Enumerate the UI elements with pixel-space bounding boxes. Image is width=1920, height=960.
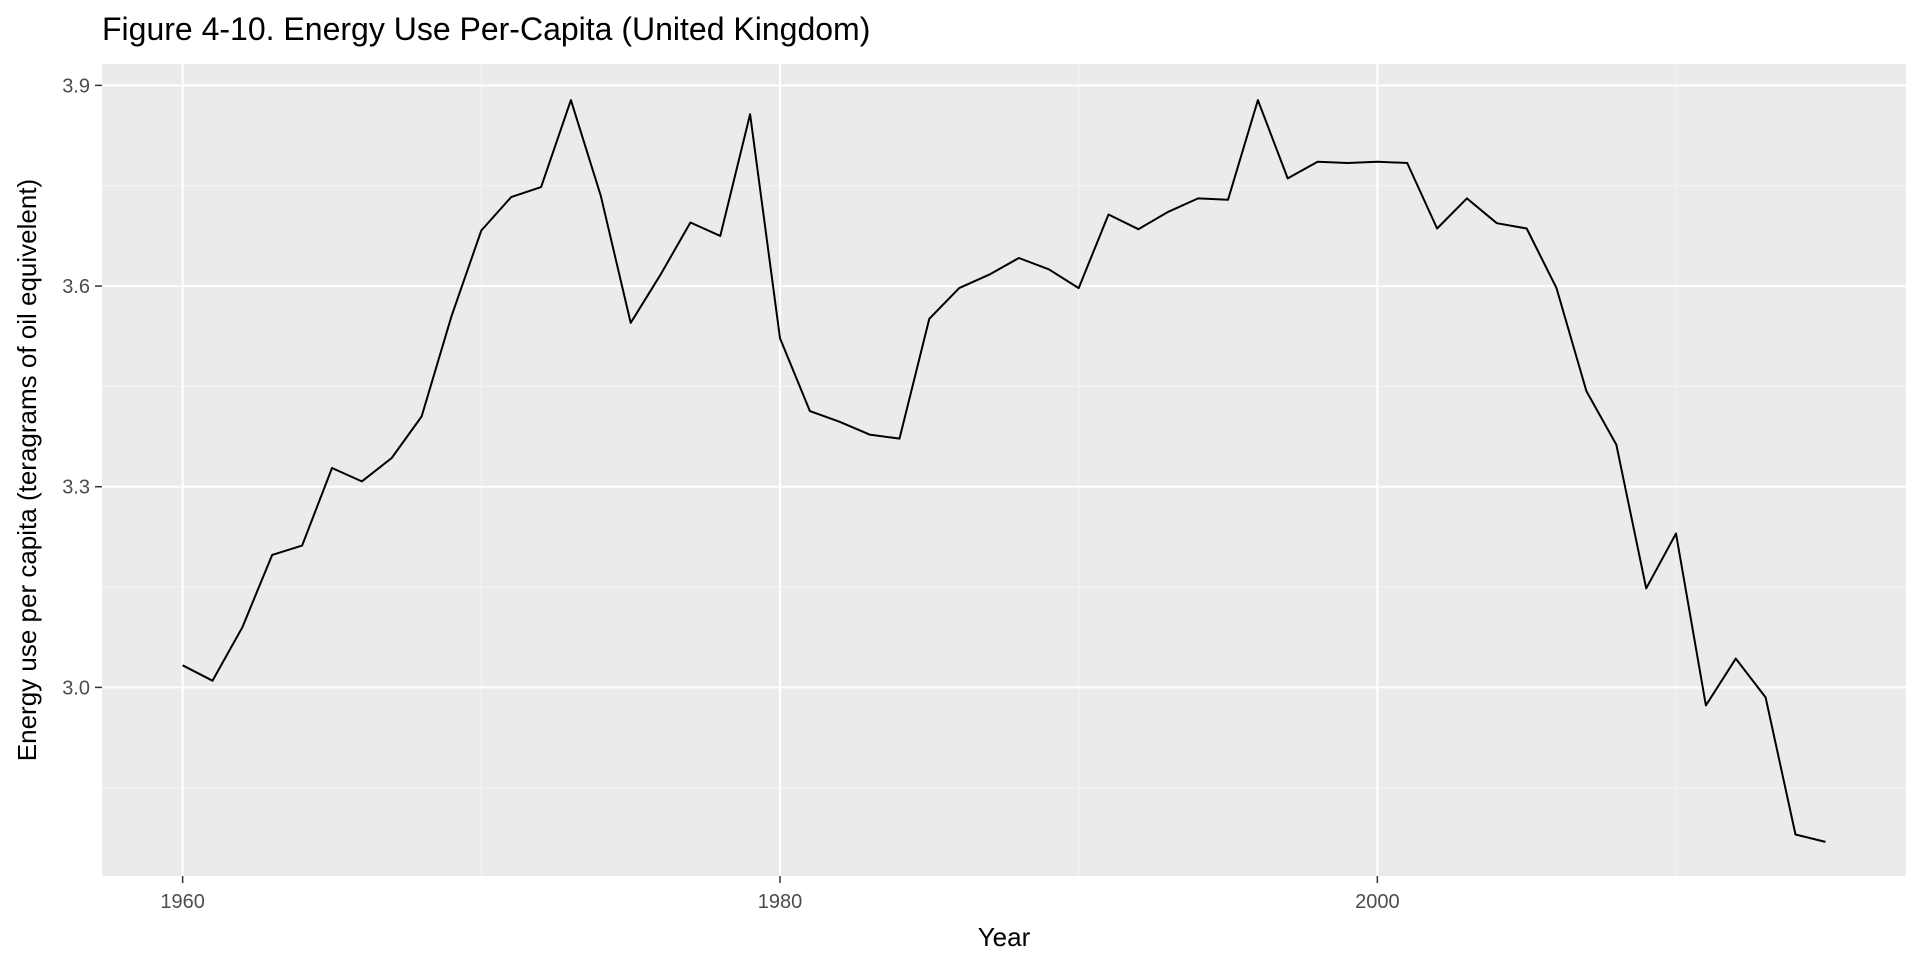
y-tick-label: 3.6 — [62, 276, 90, 298]
y-tick-label: 3.3 — [62, 477, 90, 499]
chart-title: Figure 4-10. Energy Use Per-Capita (Unit… — [102, 11, 870, 47]
series-line — [182, 99, 1826, 843]
y-axis-title: Energy use per capita (teragrams of oil … — [12, 179, 42, 761]
x-tick-label: 1960 — [160, 891, 205, 913]
x-tick-label: 2000 — [1355, 891, 1400, 913]
plot-panel — [102, 64, 1906, 876]
y-axis: 3.0 3.3 3.6 3.9 — [62, 75, 102, 699]
major-gridlines — [102, 64, 1906, 876]
x-axis-title: Year — [978, 922, 1031, 952]
minor-gridlines — [102, 64, 1906, 876]
x-tick-label: 1980 — [758, 891, 803, 913]
x-axis: 1960 1980 2000 — [160, 876, 1400, 913]
y-tick-label: 3.9 — [62, 75, 90, 97]
series-group — [182, 99, 1826, 843]
y-tick-label: 3.0 — [62, 677, 90, 699]
